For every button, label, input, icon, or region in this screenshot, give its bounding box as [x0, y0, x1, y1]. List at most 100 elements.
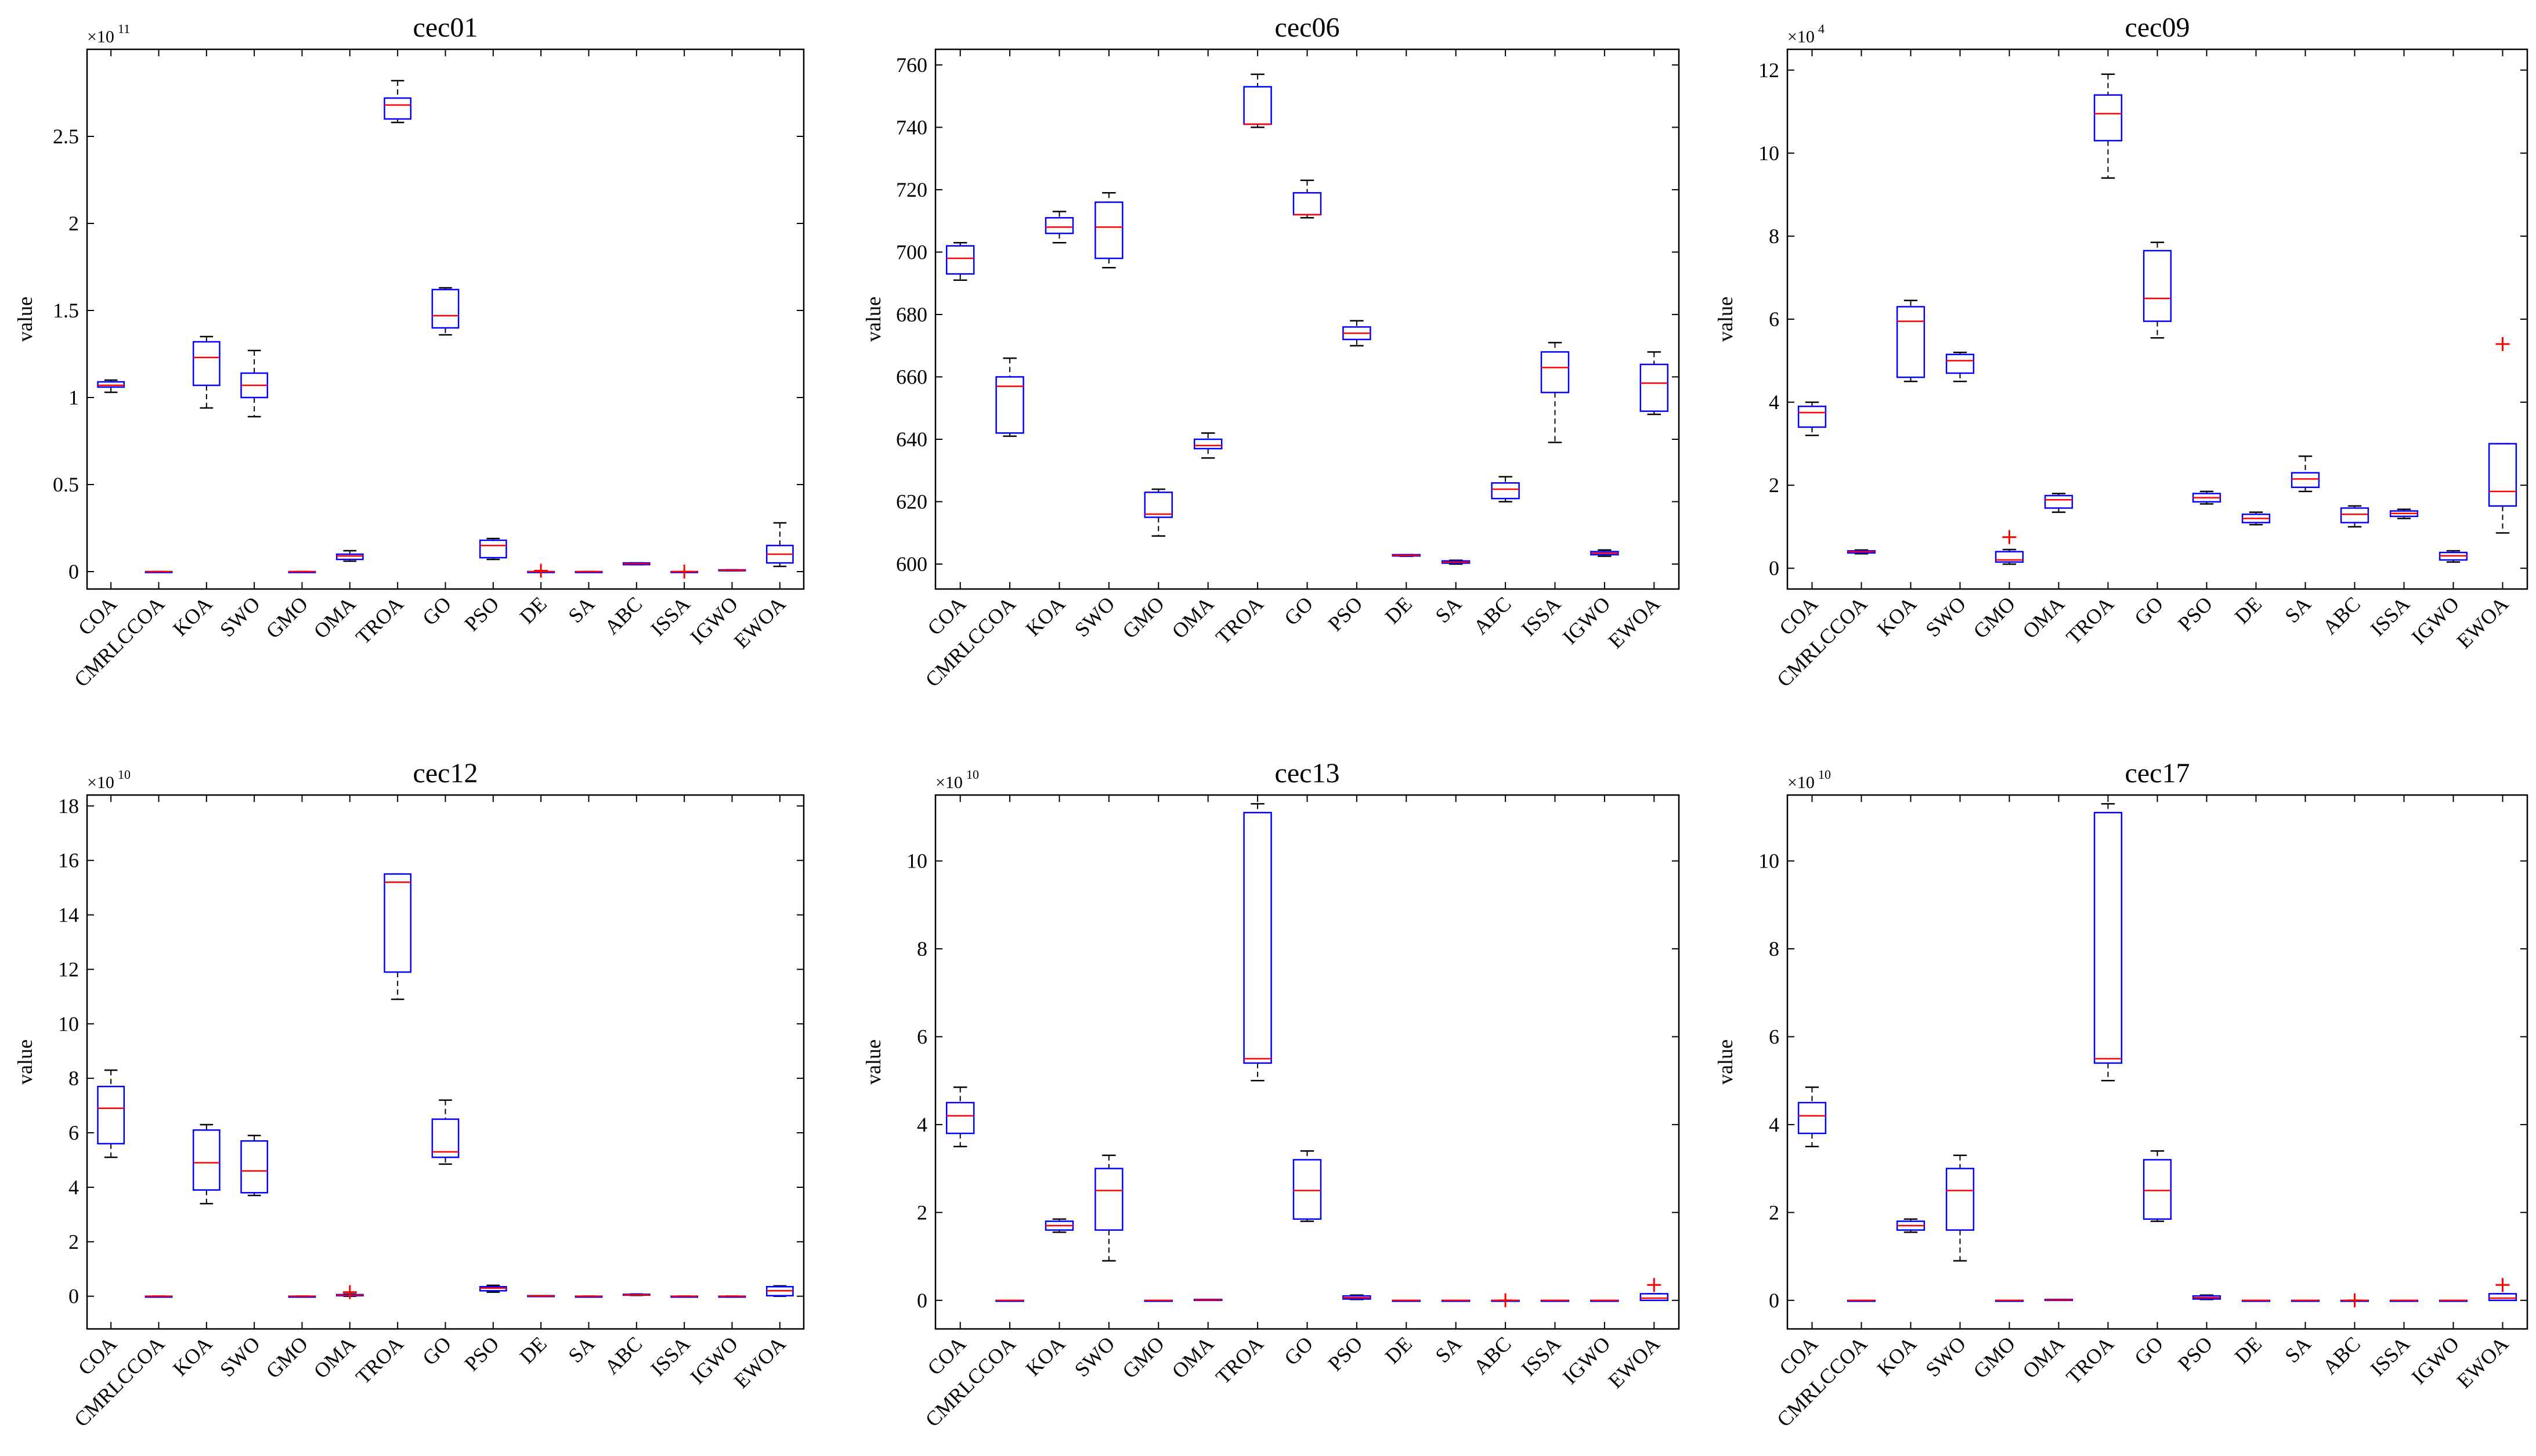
iqr-box: [1797, 405, 1827, 428]
outlier-marker: [677, 565, 692, 579]
box-ABC: [1491, 795, 1520, 1329]
box-KOA: [192, 49, 221, 589]
x-category-label: TROA: [351, 592, 408, 649]
x-category-label: DE: [2230, 592, 2266, 628]
iqr-box: [995, 376, 1024, 434]
x-category-label: ISSA: [2366, 1332, 2414, 1380]
box-GMO: [288, 49, 316, 589]
y-tick-label: 740: [896, 115, 927, 139]
y-axis-label: value: [862, 1039, 885, 1085]
x-category-label: EWOA: [1603, 592, 1664, 653]
box-DE: [1392, 49, 1421, 589]
y-tick-label: 12: [58, 958, 79, 981]
iqr-box: [192, 1129, 221, 1191]
chart-panel-cec06: cec06value600620640660680700720740760COA…: [862, 12, 1680, 692]
x-category-label: OMA: [1168, 592, 1219, 643]
box-PSO: [1342, 795, 1371, 1329]
y-tick-label: 2: [68, 1230, 79, 1253]
box-DE: [1392, 795, 1421, 1329]
x-category-label: TROA: [1211, 592, 1268, 649]
y-tick-label: 10: [1758, 142, 1779, 165]
x-category-label: GMO: [1118, 592, 1169, 643]
box-OMA: [1193, 795, 1223, 1329]
x-category-label: TROA: [2062, 592, 2119, 649]
box-COA: [97, 49, 125, 589]
axis-exponent: 10: [966, 767, 979, 782]
y-axis-label: value: [13, 1039, 37, 1085]
chart-title: cec12: [413, 758, 478, 789]
box-SA: [1441, 49, 1471, 589]
y-tick-label: 16: [58, 849, 79, 872]
chart-panel-cec01: cec01×10 11value00.511.522.5COACMRLCCOAKO…: [13, 12, 805, 692]
x-category-label: SWO: [1921, 592, 1970, 641]
axis-exponent: 4: [1818, 21, 1825, 36]
x-category-label: PSO: [460, 592, 504, 635]
x-category-label: ABC: [600, 592, 647, 639]
box-DE: [527, 795, 555, 1329]
iqr-box: [97, 1085, 125, 1145]
box-OMA: [335, 49, 364, 589]
box-TROA: [2093, 795, 2123, 1329]
x-category-label: DE: [2230, 1332, 2266, 1368]
box-KOA: [1045, 795, 1074, 1329]
box-GO: [431, 795, 460, 1329]
box-COA: [945, 49, 975, 589]
x-category-label: KOA: [168, 1332, 216, 1380]
x-category-label: ISSA: [2366, 592, 2414, 640]
y-tick-label: 1.5: [53, 299, 79, 322]
x-category-label: ABC: [600, 1332, 647, 1379]
y-tick-label: 760: [896, 53, 927, 77]
iqr-box: [1945, 1168, 1975, 1231]
y-tick-label: 4: [1769, 391, 1779, 414]
iqr-box: [1094, 1168, 1124, 1231]
iqr-box: [1540, 351, 1570, 393]
y-tick-label: 720: [896, 178, 927, 201]
iqr-box: [2488, 1293, 2517, 1302]
box-KOA: [192, 795, 221, 1329]
x-category-label: IGWO: [1558, 1332, 1615, 1389]
x-category-label: KOA: [1021, 1332, 1070, 1380]
outlier-marker: [342, 1285, 357, 1299]
y-tick-label: 10: [1758, 850, 1779, 873]
x-category-label: ABC: [2318, 592, 2365, 639]
y-tick-label: 2: [1769, 474, 1779, 497]
iqr-box: [1945, 353, 1975, 374]
iqr-box: [1243, 86, 1272, 125]
box-OMA: [2044, 795, 2073, 1329]
y-tick-label: 660: [896, 365, 927, 388]
box-GMO: [1995, 795, 2024, 1329]
axes-frame: [86, 794, 805, 1330]
box-GMO: [288, 795, 316, 1329]
y-tick-label: 0: [1769, 1289, 1779, 1312]
x-category-label: OMA: [309, 592, 360, 643]
x-category-label: EWOA: [729, 1332, 790, 1393]
x-category-label: OMA: [309, 1332, 360, 1383]
box-SWO: [240, 795, 269, 1329]
box-COA: [97, 795, 125, 1329]
outlier-marker: [1647, 1278, 1661, 1292]
axis-exponent: 11: [118, 21, 130, 36]
x-category-label: GO: [418, 592, 456, 630]
box-GO: [2143, 795, 2172, 1329]
axis-multiplier: ×10: [1787, 773, 1815, 792]
iqr-box: [2093, 812, 2123, 1064]
y-tick-label: 8: [1769, 937, 1779, 960]
iqr-box: [1243, 812, 1272, 1064]
y-tick-label: 4: [1769, 1113, 1779, 1136]
x-category-label: DE: [1381, 592, 1417, 628]
y-tick-label: 680: [896, 303, 927, 326]
box-ISSA: [1540, 49, 1570, 589]
x-category-label: SA: [1431, 592, 1466, 627]
x-category-label: ABC: [1469, 592, 1516, 639]
x-category-label: TROA: [2062, 1332, 2119, 1389]
x-category-label: SWO: [1070, 1332, 1119, 1381]
iqr-box: [335, 553, 364, 561]
x-category-label: GO: [2130, 592, 2167, 630]
x-category-label: GO: [2130, 1332, 2167, 1370]
y-tick-label: 8: [68, 1067, 79, 1090]
y-tick-label: 10: [906, 850, 927, 873]
x-category-label: EWOA: [2452, 1332, 2513, 1393]
box-OMA: [2044, 49, 2073, 589]
box-CMRLCCOA: [995, 795, 1024, 1329]
